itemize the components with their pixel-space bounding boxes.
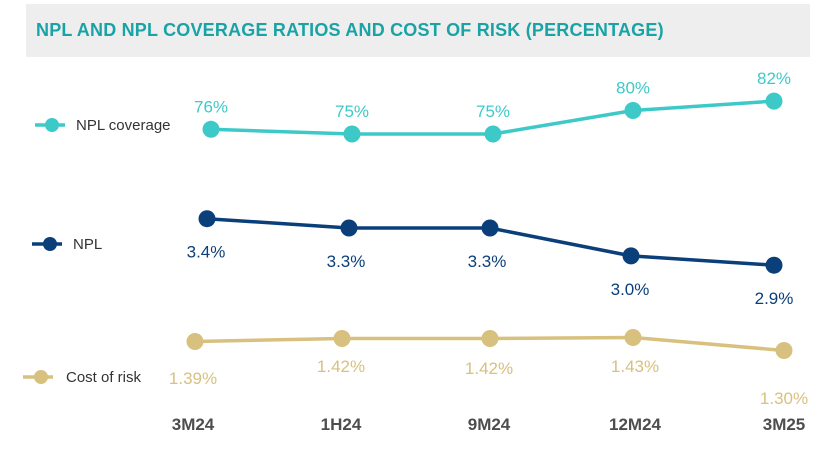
npl-value-label: 3.0% [611,280,650,299]
npl-point-1h24 [340,219,358,237]
npl-coverage-value-label: 75% [335,102,369,121]
npl-coverage-value-label: 82% [757,69,791,88]
npl-coverage-legend-marker [45,118,59,132]
x-axis-tick-label-3m24: 3M24 [172,415,215,434]
cost-of-risk-point-3m25 [775,342,793,359]
npl-value-label: 3.3% [468,252,507,271]
npl-coverage-value-label: 80% [616,79,650,98]
cost-of-risk-value-label: 1.42% [465,359,513,378]
npl-point-3m24 [198,210,216,228]
npl-point-12m24 [622,247,640,265]
npl-value-label: 3.3% [327,252,366,271]
npl-point-3m25 [765,256,783,274]
cost-of-risk-value-label: 1.42% [317,357,365,376]
npl-legend-marker [43,237,57,251]
cost-of-risk-value-label: 1.43% [611,357,659,376]
chart-title-bar: NPL AND NPL COVERAGE RATIOS AND COST OF … [26,4,810,57]
cost-of-risk-point-3m24 [186,333,204,350]
cost-of-risk-legend-marker [34,370,48,384]
x-axis-tick-label-3m25: 3M25 [763,415,806,434]
cost-of-risk-point-12m24 [624,329,642,346]
npl-legend-label: NPL [73,236,102,253]
npl-value-label: 2.9% [755,289,794,308]
cost-of-risk-value-label: 1.39% [169,369,217,388]
cost-of-risk-value-label: 1.30% [760,389,808,408]
npl-coverage-point-3m25 [765,92,783,110]
x-axis-tick-label-12m24: 12M24 [609,415,662,434]
npl-coverage-point-12m24 [624,102,642,119]
npl-coverage-value-label: 75% [476,102,510,121]
npl-point-9m24 [481,219,499,237]
x-axis-tick-label-1h24: 1H24 [321,415,362,434]
chart-title: NPL AND NPL COVERAGE RATIOS AND COST OF … [36,20,664,40]
cost-of-risk-point-9m24 [481,330,499,347]
npl-coverage-value-label: 76% [194,97,228,116]
npl-coverage-point-9m24 [484,125,502,143]
npl-value-label: 3.4% [187,243,226,262]
cost-of-risk-point-1h24 [333,330,351,347]
x-axis-tick-label-9m24: 9M24 [468,415,511,434]
npl-coverage-legend-label: NPL coverage [76,117,171,134]
npl-coverage-point-3m24 [202,120,220,138]
cost-of-risk-legend-label: Cost of risk [66,369,142,386]
npl-coverage-point-1h24 [343,125,361,143]
